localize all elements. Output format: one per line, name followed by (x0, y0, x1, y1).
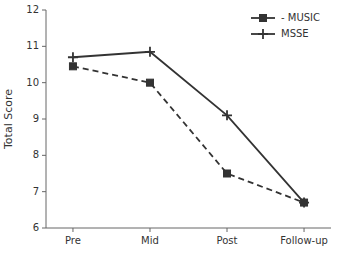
point-marker (222, 110, 232, 120)
point-marker (68, 52, 78, 62)
point-marker (224, 170, 231, 177)
x-axis (46, 228, 331, 229)
y-tick-label: 6 (33, 222, 39, 233)
x-tick (72, 228, 73, 232)
point-marker (69, 63, 76, 70)
y-tick (42, 191, 46, 192)
y-tick (42, 119, 46, 120)
legend-label: MSSE (281, 28, 309, 39)
y-axis-label: Total Score (2, 89, 15, 150)
chart: 6 7 8 9 10 11 12 Pre Mid Post Follow-up Total Score… (0, 0, 341, 254)
point-marker (146, 79, 153, 86)
y-tick-label: 9 (33, 113, 39, 124)
y-axis (46, 10, 47, 228)
legend-marker (260, 15, 267, 22)
line (73, 66, 304, 202)
legend: - MUSIC MSSE (251, 12, 320, 39)
x-tick-label: Mid (141, 235, 159, 246)
y-tick-label: 10 (26, 77, 39, 88)
plot-area (68, 47, 309, 208)
line (73, 52, 304, 203)
y-tick (42, 82, 46, 83)
y-tick-label: 8 (33, 149, 39, 160)
y-tick (42, 155, 46, 156)
x-tick-label: Post (217, 235, 238, 246)
x-tick (149, 228, 150, 232)
y-tick-label: 11 (26, 40, 39, 51)
legend-label: - MUSIC (281, 12, 320, 23)
x-tick (304, 228, 305, 232)
x-tick (227, 228, 228, 232)
point-marker (299, 198, 309, 208)
y-tick (42, 10, 46, 11)
point-marker (145, 47, 155, 57)
x-tick-label: Follow-up (280, 235, 328, 246)
x-tick-label: Pre (65, 235, 81, 246)
y-tick-label: 12 (26, 4, 39, 15)
y-tick (42, 46, 46, 47)
legend-marker (258, 29, 268, 39)
y-tick (42, 228, 46, 229)
y-tick-label: 7 (33, 186, 39, 197)
